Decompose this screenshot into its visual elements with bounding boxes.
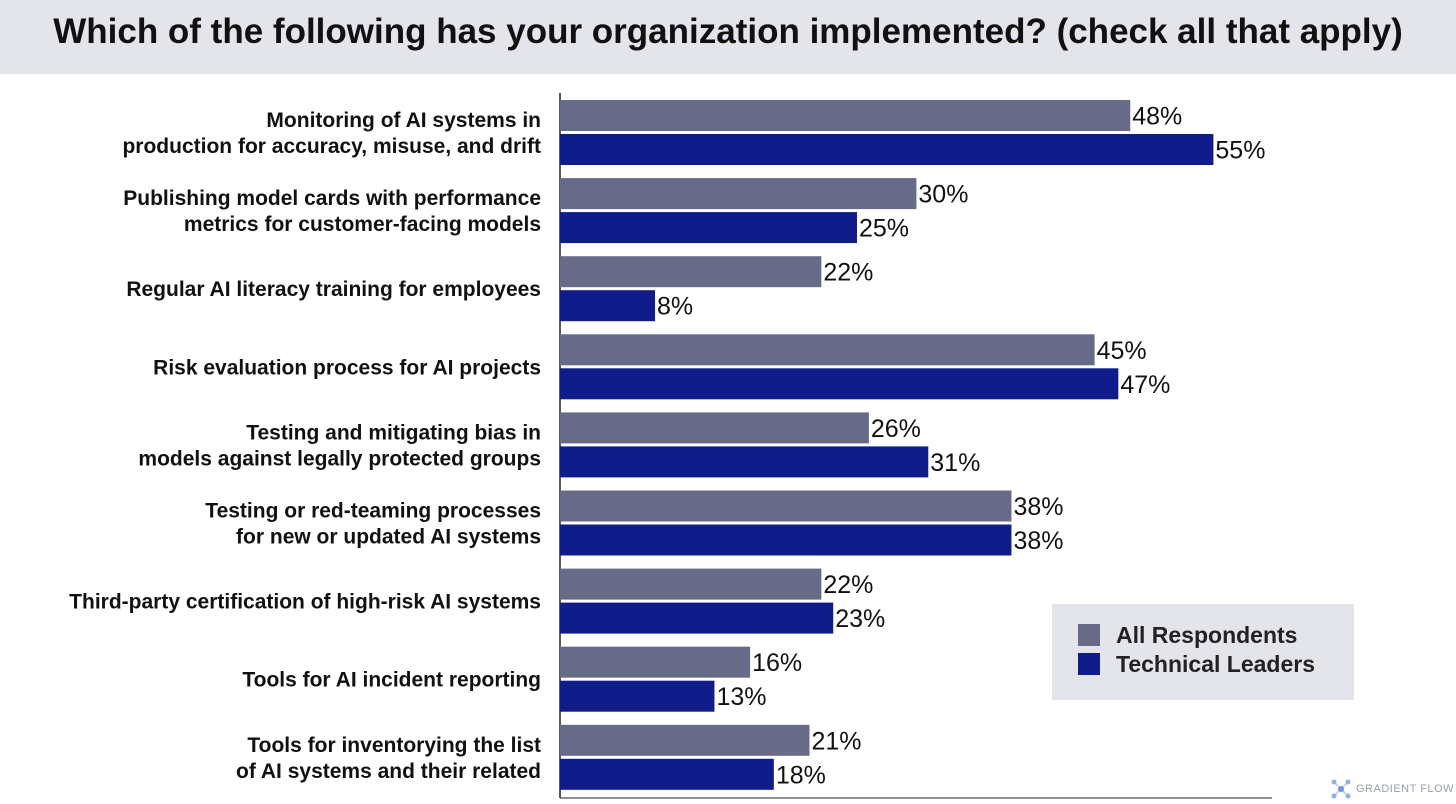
data-label: 8% xyxy=(657,293,693,321)
category-label: Tools for AI incident reporting xyxy=(242,669,541,692)
category-label-line: Publishing model cards with performance xyxy=(123,187,541,210)
bar-all-respondents xyxy=(560,412,869,444)
bar-technical-leaders xyxy=(560,212,857,244)
category-label-line: metrics for customer-facing models xyxy=(184,213,541,236)
category-label-line: Third-party certification of high-risk A… xyxy=(69,591,541,614)
bar-technical-leaders xyxy=(560,524,1012,556)
bar-technical-leaders xyxy=(560,134,1214,165)
data-label: 45% xyxy=(1097,337,1147,365)
category-label-line: Testing or red-teaming processes xyxy=(205,500,541,523)
data-label: 26% xyxy=(871,415,921,443)
category-label-line: Risk evaluation process for AI projects xyxy=(153,356,541,379)
legend-swatch-all-respondents xyxy=(1078,624,1100,646)
data-label: 23% xyxy=(835,605,885,633)
legend-item-all-respondents: All Respondents xyxy=(1078,622,1297,648)
title-bar xyxy=(0,0,1456,74)
data-label: 18% xyxy=(776,761,826,789)
category-label: Testing or red-teaming processes for new … xyxy=(205,500,541,549)
bar-technical-leaders xyxy=(560,602,834,634)
category-label-line: Regular AI literacy training for employe… xyxy=(126,278,541,301)
data-label: 22% xyxy=(823,259,873,287)
category-label-line: for new or updated AI systems xyxy=(236,526,541,549)
data-label: 31% xyxy=(930,449,980,477)
legend-swatch-technical-leaders xyxy=(1078,653,1100,675)
bar-all-respondents xyxy=(560,178,917,210)
bar-all-respondents xyxy=(560,334,1095,366)
category-label: Third-party certification of high-risk A… xyxy=(69,591,541,614)
category-label-line: Tools for AI incident reporting xyxy=(242,669,541,692)
category-label: Regular AI literacy training for employe… xyxy=(126,278,541,301)
category-label-line: models against legally protected groups xyxy=(138,447,541,470)
category-label-line: Testing and mitigating bias in xyxy=(246,421,541,444)
bar-technical-leaders xyxy=(560,758,774,790)
data-label: 25% xyxy=(859,215,909,243)
category-label-line: Monitoring of AI systems in xyxy=(266,109,541,132)
logo-text: GRADIENT FLOW xyxy=(1356,783,1454,795)
data-label: 22% xyxy=(823,571,873,599)
legend-item-technical-leaders: Technical Leaders xyxy=(1078,651,1315,677)
legend-label-technical-leaders: Technical Leaders xyxy=(1116,650,1315,677)
bar-all-respondents xyxy=(560,724,810,756)
data-label: 38% xyxy=(1013,493,1063,521)
category-label: Monitoring of AI systems in production fo… xyxy=(122,109,541,158)
bar-technical-leaders xyxy=(560,290,656,322)
data-label: 21% xyxy=(811,727,861,755)
category-label-line: of AI systems and their related xyxy=(236,760,541,783)
data-label: 30% xyxy=(918,181,968,209)
category-label: Testing and mitigating bias in models aga… xyxy=(138,421,541,470)
gradient-flow-logo: GRADIENT FLOW xyxy=(1330,776,1454,802)
legend-label-all-respondents: All Respondents xyxy=(1116,621,1298,648)
data-label: 38% xyxy=(1013,527,1063,555)
data-label: 55% xyxy=(1215,137,1265,165)
network-nodes-icon xyxy=(1331,779,1351,799)
chart-legend: All Respondents Technical Leaders xyxy=(1052,604,1354,700)
bar-technical-leaders xyxy=(560,368,1119,400)
data-label: 13% xyxy=(716,683,766,711)
category-label-line: production for accuracy, misuse, and dri… xyxy=(122,135,541,158)
bar-technical-leaders xyxy=(560,446,929,478)
data-label: 47% xyxy=(1120,371,1170,399)
bar-technical-leaders xyxy=(560,680,715,712)
category-label: Risk evaluation process for AI projects xyxy=(153,356,541,379)
bar-all-respondents xyxy=(560,568,822,600)
category-label-line: Tools for inventorying the list xyxy=(247,734,541,757)
category-label: Publishing model cards with performance m… xyxy=(123,187,541,236)
bar-all-respondents xyxy=(560,256,822,288)
bar-all-respondents xyxy=(560,490,1012,522)
category-label: Tools for inventorying the list of AI sys… xyxy=(236,734,541,783)
bar-all-respondents xyxy=(560,646,751,678)
data-label: 16% xyxy=(752,649,802,677)
bar-all-respondents xyxy=(560,100,1131,131)
chart-title: Which of the following has your organiza… xyxy=(53,12,1403,51)
data-label: 48% xyxy=(1132,103,1182,131)
